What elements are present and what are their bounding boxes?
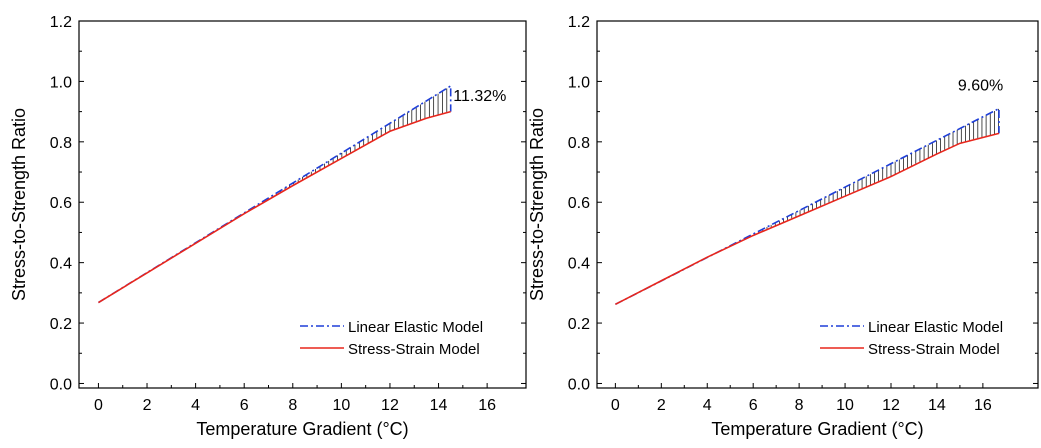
y-tick-label: 0.4 — [568, 256, 590, 273]
y-tick-label: 1.0 — [568, 74, 590, 91]
x-tick-label: 6 — [240, 397, 249, 414]
plot-frame — [78, 20, 527, 389]
x-tick-label: 8 — [288, 397, 297, 414]
chart-panel-2: 0 2 4 6 8 10 12 14 16 0.0 0.2 0.4 0.6 0.8 1.0 1.2 Temper… — [527, 14, 1039, 439]
y-tick-label: 0.6 — [50, 195, 72, 212]
legend-label: Stress-Strain Model — [868, 341, 1000, 358]
y-tick-label: 0.4 — [50, 256, 72, 273]
legend: Linear Elastic Model Stress-Strain Model — [820, 319, 1003, 358]
stress-strain-series-line — [98, 110, 451, 304]
y-tick-label: 1.0 — [50, 74, 72, 91]
stress-strain-series-line — [615, 132, 1000, 306]
y-tick-label: 0.8 — [50, 135, 72, 152]
x-tick-label: 6 — [749, 397, 758, 414]
x-tick-label: 14 — [430, 397, 448, 414]
legend: Linear Elastic Model Stress-Strain Model — [300, 319, 483, 358]
y-tick-label: 1.2 — [568, 14, 590, 31]
x-tick-label: 12 — [381, 397, 399, 414]
legend-label: Stress-Strain Model — [348, 341, 480, 358]
difference-annotation: 11.32% — [453, 88, 506, 105]
y-tick-label: 0.6 — [568, 195, 590, 212]
x-axis-title: Temperature Gradient (°C) — [711, 419, 923, 439]
x-tick-label: 10 — [836, 397, 854, 414]
y-tick-label: 0.2 — [50, 316, 72, 333]
y-tick-label: 0.0 — [568, 376, 590, 393]
x-tick-label: 8 — [795, 397, 804, 414]
x-tick-label: 2 — [143, 397, 152, 414]
legend-label: Linear Elastic Model — [868, 319, 1003, 336]
plot-frame — [596, 20, 1039, 389]
legend-label: Linear Elastic Model — [348, 319, 483, 336]
y-tick-label: 1.2 — [50, 14, 72, 31]
x-axis-title: Temperature Gradient (°C) — [196, 419, 408, 439]
x-tick-label: 10 — [332, 397, 350, 414]
x-tick-label: 16 — [478, 397, 496, 414]
x-tick-label: 12 — [882, 397, 900, 414]
difference-annotation: 9.60% — [958, 77, 1003, 94]
y-axis-title: Stress-to-Strength Ratio — [9, 108, 29, 301]
x-tick-label: 0 — [611, 397, 620, 414]
y-tick-label: 0.2 — [568, 316, 590, 333]
y-tick-label: 0.8 — [568, 135, 590, 152]
x-tick-label: 2 — [657, 397, 666, 414]
x-tick-label: 0 — [94, 397, 103, 414]
x-tick-label: 16 — [974, 397, 992, 414]
chart-panel-1: 0 2 4 6 8 10 12 14 16 0.0 0.2 0.4 0.6 0.8 1.0 1.2 Temper… — [9, 14, 527, 439]
x-tick-label: 4 — [703, 397, 712, 414]
y-axis-title: Stress-to-Strength Ratio — [527, 108, 547, 301]
x-tick-label: 14 — [928, 397, 946, 414]
y-tick-label: 0.0 — [50, 376, 72, 393]
x-tick-label: 4 — [191, 397, 200, 414]
